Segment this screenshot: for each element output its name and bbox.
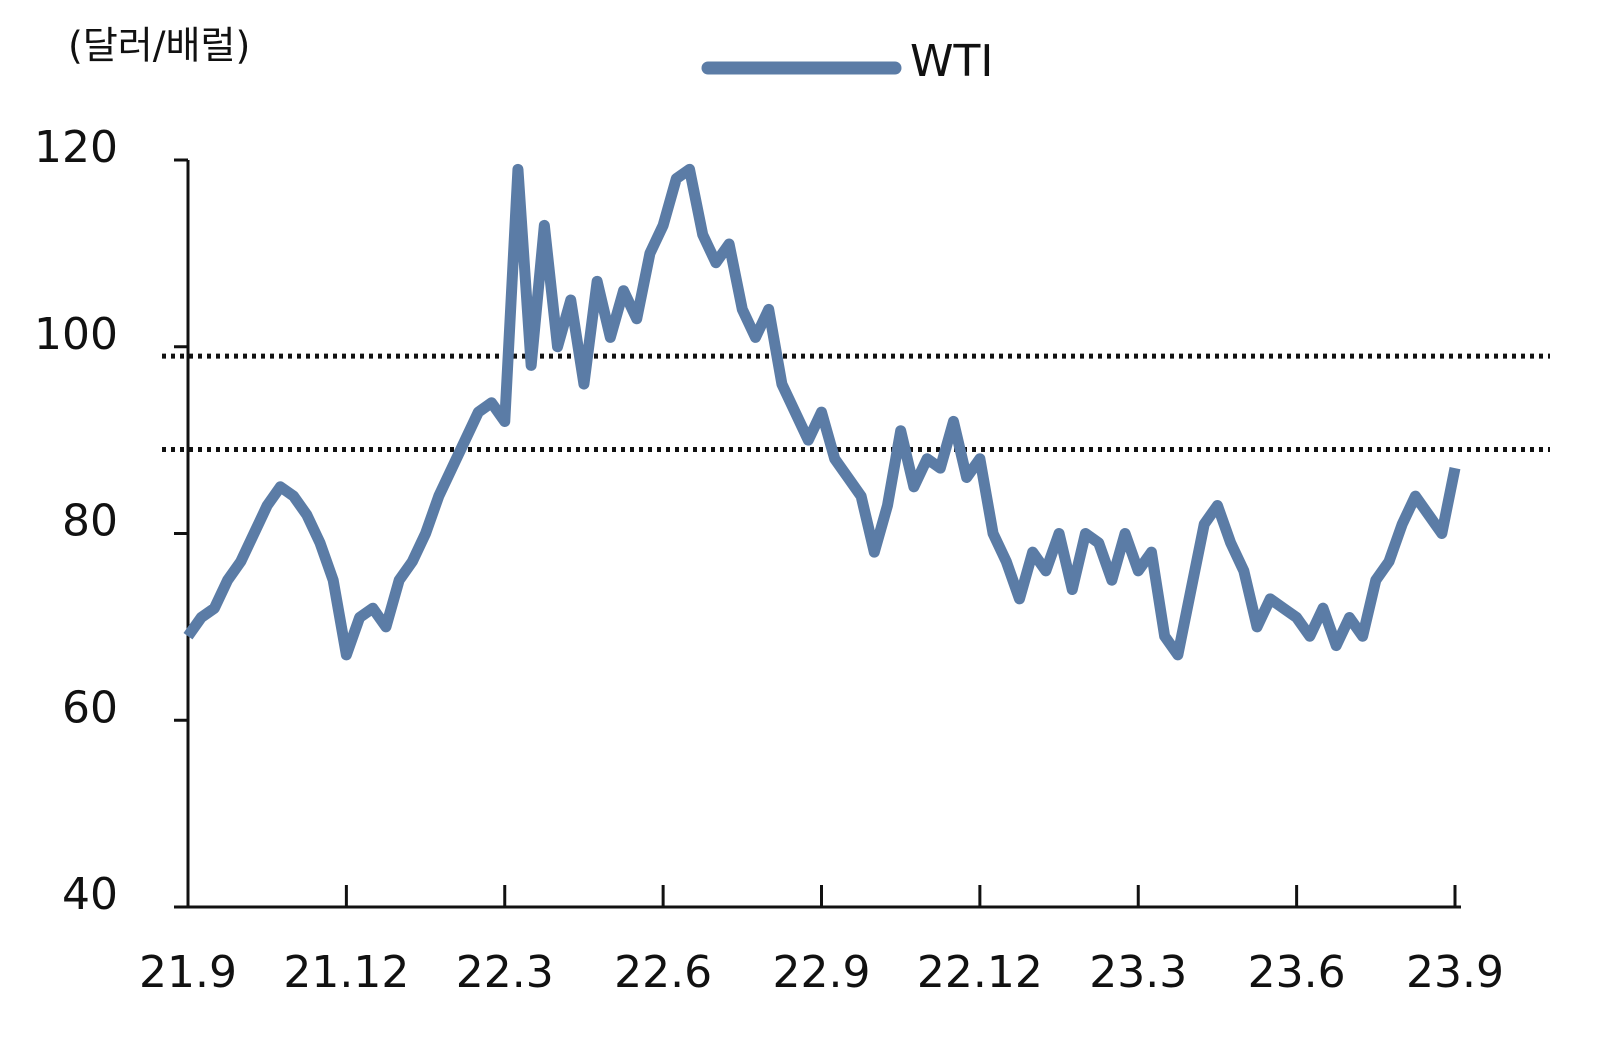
data-line bbox=[183, 163, 1461, 661]
x-tick-label: 21.12 bbox=[283, 947, 409, 998]
x-tick-label: 22.3 bbox=[456, 947, 554, 998]
x-tick-label: 22.12 bbox=[917, 947, 1043, 998]
y-tick-label: 100 bbox=[34, 309, 118, 360]
legend-label: WTI bbox=[910, 36, 993, 87]
y-tick-label: 40 bbox=[62, 869, 118, 920]
y-tick-label: 80 bbox=[62, 496, 118, 547]
x-tick-label: 22.9 bbox=[773, 947, 871, 998]
y-tick-label: 120 bbox=[34, 122, 118, 173]
x-tick-label: 23.9 bbox=[1406, 947, 1504, 998]
x-tick-label: 21.9 bbox=[139, 947, 237, 998]
x-tick-label: 23.6 bbox=[1248, 947, 1346, 998]
x-tick-label: 23.3 bbox=[1089, 947, 1187, 998]
y-tick-label: 60 bbox=[62, 682, 118, 733]
x-tick-label: 22.6 bbox=[614, 947, 712, 998]
y-axis-label: (달러/배럴) bbox=[68, 24, 250, 68]
